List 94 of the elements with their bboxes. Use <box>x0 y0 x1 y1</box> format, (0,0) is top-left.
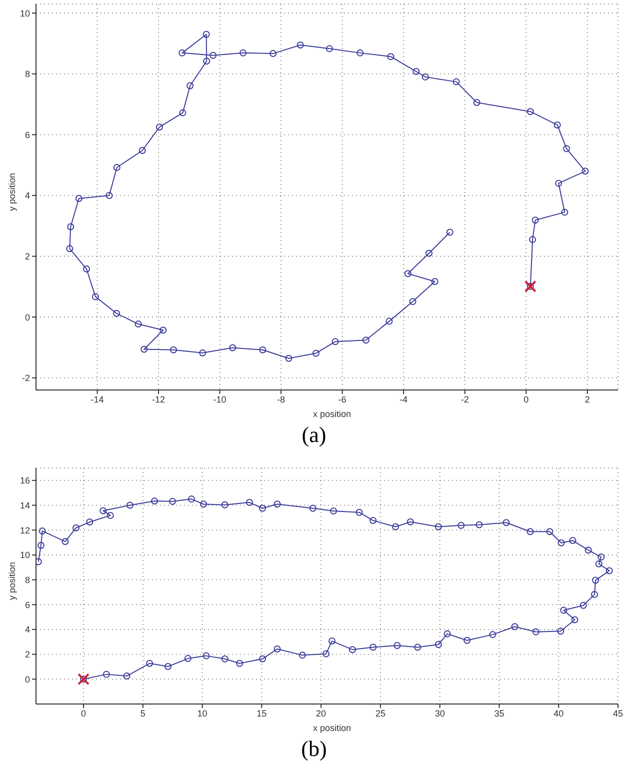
point <box>259 346 266 354</box>
point <box>409 298 416 306</box>
point <box>75 195 82 202</box>
y-tick-label: 8 <box>24 574 30 585</box>
x-tick-label: -6 <box>338 394 346 404</box>
point <box>563 145 570 152</box>
point <box>186 82 194 90</box>
point <box>387 53 394 60</box>
y-tick-label: 8 <box>24 69 30 80</box>
point <box>404 270 412 278</box>
point <box>296 42 304 49</box>
point <box>179 109 186 116</box>
x-tick-label: 30 <box>434 708 445 718</box>
x-tick-label: 40 <box>554 708 564 718</box>
point <box>524 280 536 292</box>
point <box>170 346 178 354</box>
point <box>422 73 429 80</box>
point <box>140 346 148 353</box>
point <box>561 208 568 216</box>
y-axis-title: y position <box>7 562 17 600</box>
y-tick-label: 6 <box>24 130 30 140</box>
y-tick-label: 12 <box>20 525 30 536</box>
point <box>67 223 74 230</box>
point <box>526 282 534 290</box>
y-tick-label: 4 <box>24 624 30 635</box>
y-tick-label: 2 <box>24 650 30 660</box>
y-axis-title: y position <box>7 172 17 212</box>
point <box>178 49 186 56</box>
point <box>426 250 433 257</box>
y-tick-label: 4 <box>24 190 30 201</box>
y-tick-label: 0 <box>24 674 30 684</box>
x-tick-label: 5 <box>140 708 146 718</box>
x-tick-label: 25 <box>375 708 386 718</box>
point <box>83 266 90 273</box>
x-tick-label: -10 <box>213 394 226 404</box>
point <box>156 124 163 131</box>
point <box>199 349 206 356</box>
y-tick-label: 0 <box>24 312 30 322</box>
point <box>138 147 146 154</box>
y-tick-label: 10 <box>20 550 30 560</box>
point <box>203 58 210 65</box>
point <box>312 350 320 357</box>
point <box>106 192 113 199</box>
point <box>113 310 120 317</box>
point <box>386 318 393 325</box>
point <box>362 336 370 344</box>
x-axis-title: x position <box>312 722 352 734</box>
point <box>229 344 236 352</box>
x-tick-label: -4 <box>400 394 408 404</box>
point <box>326 45 333 52</box>
y-tick-label: 2 <box>24 251 30 262</box>
point <box>160 326 167 334</box>
point <box>554 121 561 128</box>
point <box>66 245 74 252</box>
point <box>582 168 589 175</box>
point <box>446 228 454 236</box>
x-tick-label: -2 <box>460 394 469 404</box>
point <box>285 354 292 362</box>
point <box>529 236 536 244</box>
point <box>431 278 438 285</box>
point <box>240 49 247 56</box>
point <box>526 108 534 116</box>
y-tick-label: 10 <box>20 8 30 18</box>
point <box>473 98 480 106</box>
point <box>134 320 142 328</box>
x-tick-label: 10 <box>197 708 208 718</box>
x-tick-label: -14 <box>90 394 104 404</box>
point <box>202 30 210 38</box>
x-tick-label: 0 <box>524 394 529 404</box>
x-tick-label: 20 <box>316 708 326 718</box>
x-tick-label: 2 <box>584 394 590 404</box>
point <box>356 49 364 56</box>
point <box>555 180 562 187</box>
text: (b) <box>300 735 328 763</box>
text: (a) <box>300 421 328 449</box>
point <box>270 50 277 58</box>
point <box>92 293 99 300</box>
y-tick-label: -2 <box>22 373 30 384</box>
x-tick-label: -8 <box>277 394 286 404</box>
y-tick-label: 14 <box>20 500 30 510</box>
point <box>532 216 539 224</box>
x-tick-label: 45 <box>612 708 624 718</box>
x-axis-title: x position <box>312 408 352 420</box>
y-tick-label: 6 <box>24 600 30 610</box>
point <box>452 78 460 86</box>
x-tick-label: 35 <box>494 708 504 718</box>
x-tick-label: 15 <box>256 708 267 718</box>
x-tick-label: 0 <box>81 708 86 718</box>
point <box>113 164 120 172</box>
y-tick-label: 16 <box>20 476 30 486</box>
x-tick-label: -12 <box>152 394 166 404</box>
point <box>210 52 217 59</box>
point <box>332 338 339 346</box>
point <box>412 68 420 75</box>
